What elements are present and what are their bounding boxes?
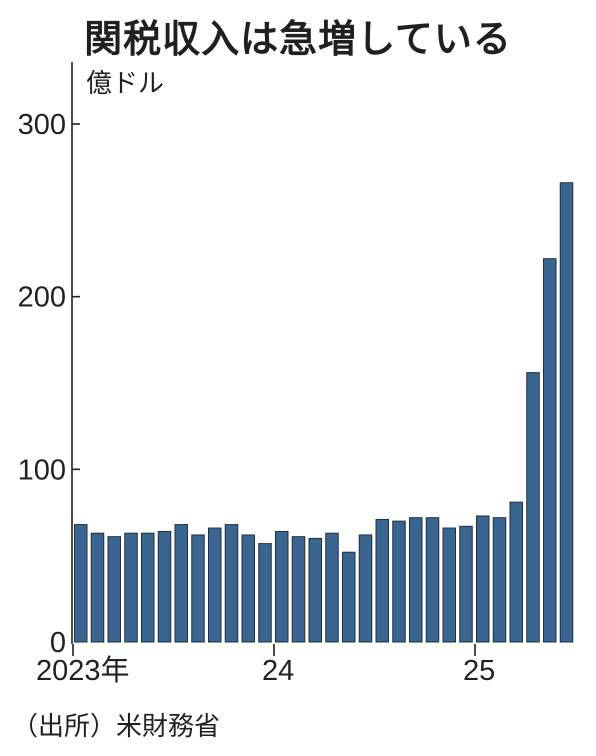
bar: [476, 515, 490, 643]
bar: [526, 372, 540, 643]
bar: [559, 182, 574, 643]
y-axis-unit-label: 億ドル: [86, 69, 164, 99]
bar: [208, 527, 222, 643]
bars: [74, 182, 574, 643]
bar: [157, 530, 172, 643]
bar: [141, 532, 155, 643]
bar: [258, 543, 272, 643]
y-tick-label: 300: [18, 109, 66, 141]
bar: [425, 517, 440, 643]
bar: [509, 501, 523, 643]
bar: [392, 520, 406, 643]
source-note: （出所）米財務省: [12, 712, 221, 742]
y-tick-label: 200: [18, 282, 66, 314]
y-tick-label: 100: [18, 454, 66, 486]
bar: [492, 517, 507, 643]
bar: [409, 517, 423, 643]
bar: [543, 258, 557, 643]
bar: [275, 530, 289, 643]
bar: [74, 524, 88, 643]
bar: [375, 518, 389, 643]
y-tick-label: 0: [50, 627, 66, 659]
x-tick-label: 24: [262, 655, 294, 687]
x-tick-label: 2023年: [36, 654, 130, 687]
bar: [107, 536, 121, 643]
x-axis-ticks: 2023年 24 25: [36, 644, 495, 687]
bar: [308, 537, 322, 643]
chart-title: 関税収入は急増している: [84, 17, 512, 61]
bar: [90, 532, 105, 643]
bar: [459, 525, 473, 643]
bar: [291, 536, 306, 643]
bar: [124, 532, 138, 643]
bar: [325, 532, 339, 643]
y-axis-ticks: 0 100 200 300: [18, 109, 80, 659]
bar: [174, 524, 188, 643]
x-tick-label: 25: [463, 655, 495, 687]
bar: [342, 551, 356, 643]
bar: [358, 534, 373, 643]
bar: [224, 524, 239, 643]
bar: [442, 527, 456, 643]
bar: [191, 534, 205, 643]
bar: [241, 534, 255, 643]
